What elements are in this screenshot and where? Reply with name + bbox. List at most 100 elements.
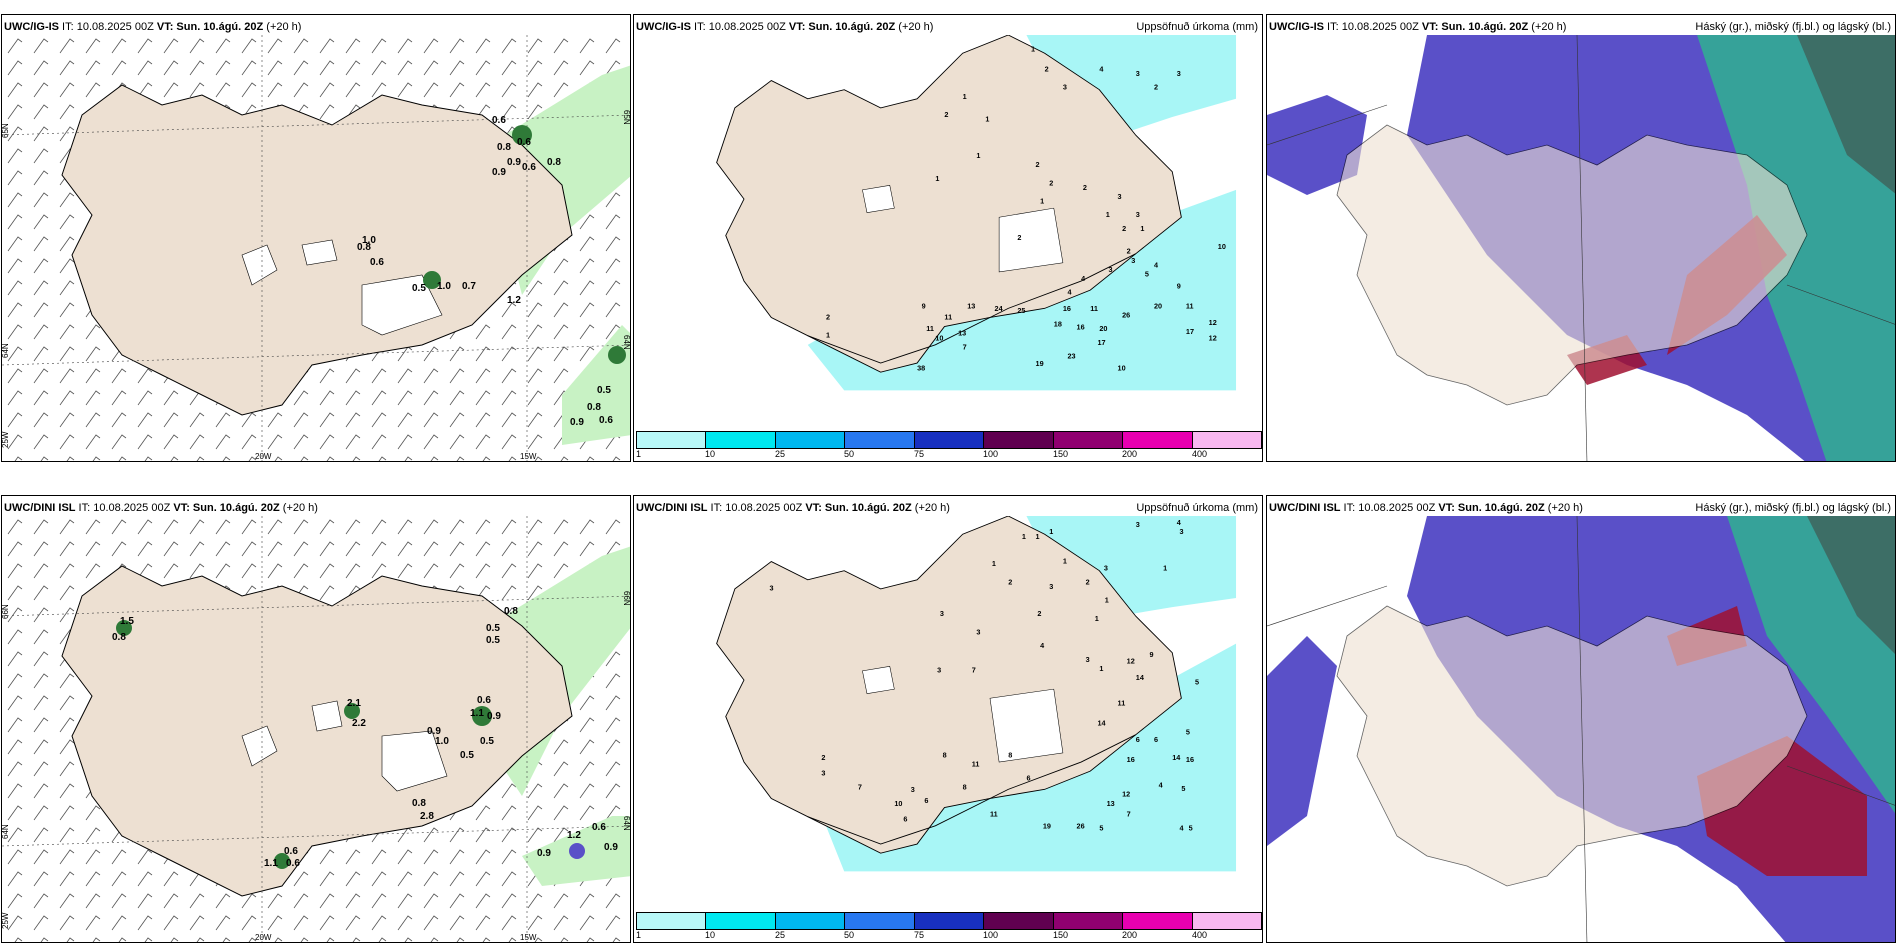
map-value-label: 17 (1098, 338, 1106, 347)
map-value-label: 2 (1086, 577, 1090, 586)
colorbar-segment (637, 432, 707, 448)
wind-value: 0.9 (537, 848, 551, 859)
map-value-label: 1 (1105, 596, 1109, 605)
map-value-label: 16 (1127, 755, 1135, 764)
map-shape (2, 595, 630, 617)
map-value-label: 1 (1036, 532, 1040, 541)
map-value-label: 3 (976, 627, 980, 636)
map-value-label: 1 (1106, 210, 1110, 219)
lon-label: 20W (255, 933, 272, 942)
wind-value: 0.8 (412, 798, 426, 809)
colorbar-segment (845, 432, 915, 448)
colorbar-segment (1053, 432, 1124, 448)
wind-value: 0.9 (492, 167, 506, 178)
lon-label: 15W (520, 933, 537, 942)
colorbar-segment (1192, 913, 1261, 929)
map-value-label: 14 (1172, 753, 1180, 762)
contour-line (807, 253, 1137, 364)
map-value-label: 9 (1149, 650, 1153, 659)
map-value-label: 11 (1118, 699, 1126, 708)
wind-value: 0.5 (486, 635, 500, 646)
map-shape (569, 843, 585, 859)
dark-cloud-ne (1807, 516, 1895, 654)
map-value-label: 16 (1186, 755, 1194, 764)
map-value-label: 4 (1040, 641, 1044, 650)
mid-cloud-west (1267, 636, 1337, 846)
glacier-center (301, 239, 338, 266)
map-value-label: 5 (1195, 678, 1199, 687)
precip-map: 1 1 1 3 4 3 3 1 2 1 1 3 3 2 1 1 2 3 3 4 … (716, 516, 1237, 872)
wind-value: 0.9 (507, 157, 521, 168)
map-value-label: 1 (1063, 556, 1067, 565)
map-value-label: 4 (1154, 260, 1158, 269)
map-value-label: 12 (1122, 790, 1130, 799)
lat-label: 64N (622, 816, 631, 831)
map-value-label: 2 (1045, 64, 1049, 73)
map-value-label: 11 (944, 312, 952, 321)
map-value-label: 12 (1127, 657, 1135, 666)
map-value-label: 7 (1127, 810, 1131, 819)
colorbar-segment (984, 913, 1054, 929)
wind-value: 2.2 (352, 718, 366, 729)
map-value-label: 14 (1136, 673, 1144, 682)
map-value-label: 12 (1209, 333, 1217, 342)
map-value-label: 6 (1026, 773, 1030, 782)
map-shape (1786, 284, 1895, 325)
map-value-label: 3 (1180, 527, 1184, 536)
map-value-label: 2 (1122, 224, 1126, 233)
map-shape (1786, 765, 1895, 806)
map-value-label: 24 (995, 304, 1003, 313)
wind-value: 0.9 (604, 842, 618, 853)
wind-value: 0.6 (592, 822, 606, 833)
map-value-label: 8 (1008, 750, 1012, 759)
map-shape (1267, 104, 1388, 146)
map-value-label: 1 (985, 115, 989, 124)
wind-value: 0.9 (570, 417, 584, 428)
panel-field-label: Uppsöfnuð úrkoma (mm) (1136, 502, 1258, 514)
map-value-label: 5 (1189, 823, 1193, 832)
iceland-land (716, 516, 1182, 854)
map-value-label: 23 (1067, 351, 1075, 360)
precip-colorbar (636, 912, 1262, 930)
colorbar-segment (775, 432, 846, 448)
wind-value: 0.8 (504, 606, 518, 617)
map-shape (608, 346, 626, 364)
map-value-label: 1 (826, 331, 830, 340)
map-value-label: 2 (1008, 577, 1012, 586)
map-shape (1576, 516, 1588, 942)
map-shape (423, 271, 441, 289)
precip-map: 1 2 3 4 3 2 3 1 2 1 1 2 1 1 2 2 2 3 3 1 … (716, 35, 1237, 391)
colorbar-segment (1192, 432, 1261, 448)
glacier-south (381, 730, 448, 792)
map-value-label: 3 (1104, 564, 1108, 573)
map-value-label: 1 (1163, 564, 1167, 573)
colorbar-labels: 1 10 25 50 75 100 150 200 400 (636, 449, 1208, 459)
glacier-south (998, 207, 1064, 273)
lat-label: 65N (622, 110, 631, 125)
colorbar-segment (914, 913, 985, 929)
map-value-label: 9 (922, 301, 926, 310)
map-value-label: 3 (821, 769, 825, 778)
wind-value: 0.6 (492, 115, 506, 126)
map-value-label: 1 (976, 151, 980, 160)
panel-field-label: Uppsöfnuð úrkoma (mm) (1136, 21, 1258, 33)
panel-title: UWC/IG-IS IT: 10.08.2025 00Z VT: Sun. 10… (636, 21, 934, 33)
wind-panel-row2: UWC/DINI ISL IT: 10.08.2025 00Z VT: Sun.… (1, 495, 631, 943)
wind-value: 0.5 (412, 283, 426, 294)
map-value-label: 25 (1017, 306, 1025, 315)
map-value-label: 11 (926, 324, 934, 333)
map-value-label: 11 (972, 760, 980, 769)
map-value-label: 7 (858, 782, 862, 791)
map-shape (274, 853, 290, 869)
map-shape (2, 344, 630, 366)
colorbar-segment (775, 913, 846, 929)
panel-field-label: Háský (gr.), miðský (fj.bl.) og lágský (… (1695, 502, 1891, 514)
map-value-label: 3 (1177, 69, 1181, 78)
glacier-west (862, 185, 895, 214)
colorbar-segment (1123, 432, 1193, 448)
panel-title: UWC/IG-IS IT: 10.08.2025 00Z VT: Sun. 10… (4, 21, 302, 33)
map-value-label: 11 (990, 810, 998, 819)
panel-title: UWC/DINI ISL IT: 10.08.2025 00Z VT: Sun.… (4, 502, 318, 514)
map-value-label: 7 (963, 342, 967, 351)
map-value-label: 4 (1180, 823, 1184, 832)
